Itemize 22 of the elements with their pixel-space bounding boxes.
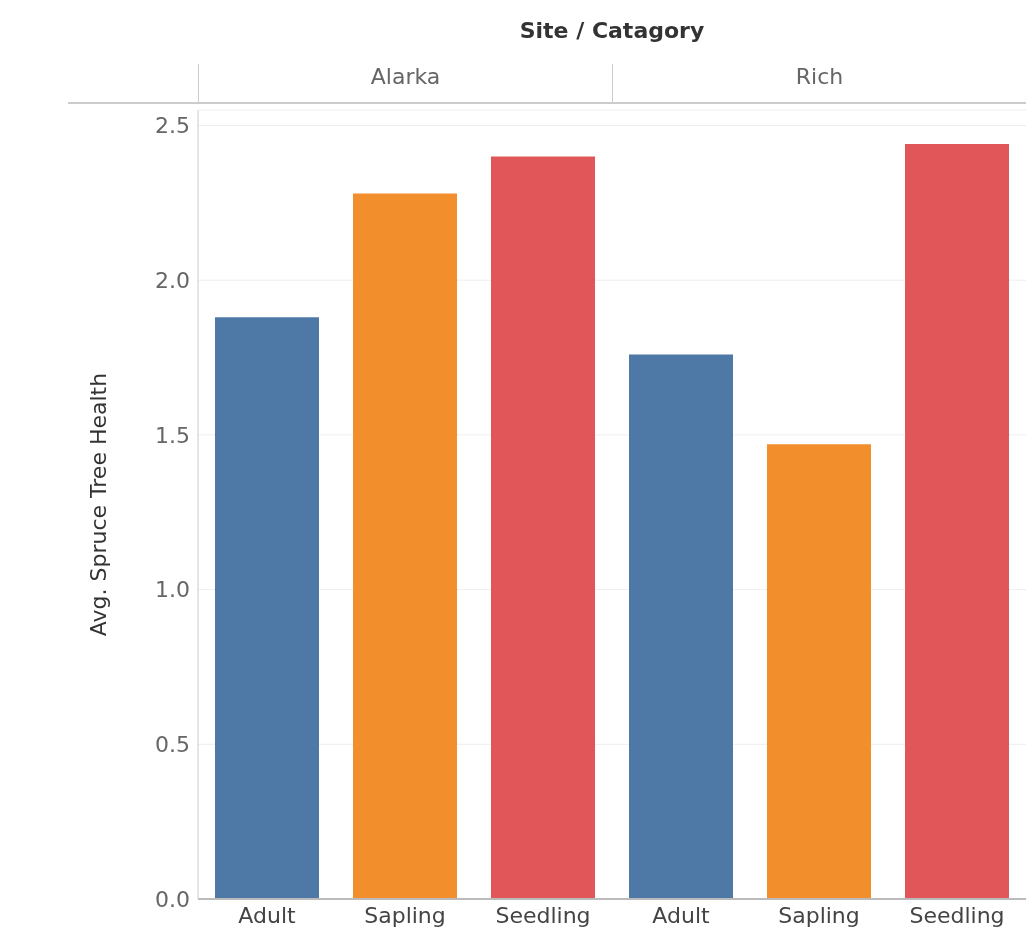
y-tick-label: 2.0 [155,267,190,293]
x-tick-label: Sapling [778,902,860,928]
x-tick-label: Sapling [364,902,446,928]
x-tick-label: Adult [652,902,711,928]
y-tick-label: 0.0 [155,886,190,912]
x-tick-label: Seedling [495,902,591,928]
y-tick-label: 2.5 [155,113,190,139]
bar [353,193,457,899]
bar [767,444,871,899]
bar [629,354,733,899]
text: Rich [612,64,1026,104]
x-tick-label: Seedling [909,902,1005,928]
y-tick-label: 1.5 [155,422,190,448]
chart-title: Site / Catagory [518,18,706,43]
y-tick-label: 1.0 [155,577,190,603]
x-tick-label: Adult [238,902,297,928]
y-tick-label: 0.5 [155,732,190,758]
text: Alarka [198,64,612,104]
bar [215,317,319,899]
bar [491,156,595,899]
bar [905,144,1009,899]
y-axis-title: Avg. Spruce Tree Health [85,372,111,637]
